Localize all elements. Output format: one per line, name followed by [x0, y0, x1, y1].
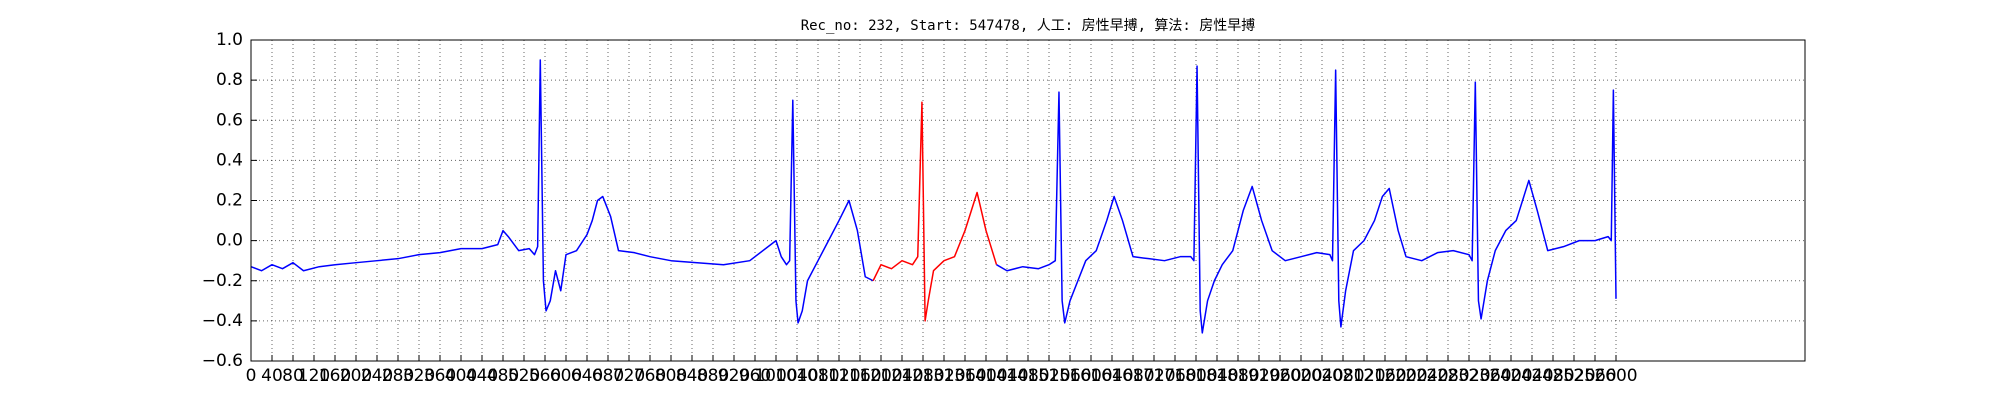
x-tick-label: 960	[739, 366, 771, 386]
x-tick-label: 2240	[1405, 366, 1448, 386]
x-tick-label: 1880	[1216, 366, 1259, 386]
x-tick-label: 1000	[754, 366, 797, 386]
x-tick-label: 600	[550, 366, 582, 386]
x-tick-label: 2080	[1321, 366, 1364, 386]
x-tick-label: 1600	[1069, 366, 1112, 386]
x-tick-label: 280	[382, 366, 414, 386]
x-tick-label: 160	[319, 366, 351, 386]
x-tick-label: 920	[718, 366, 750, 386]
x-tick-label: 2160	[1363, 366, 1406, 386]
x-tick-label: 1480	[1006, 366, 1049, 386]
x-tick-label: 1440	[985, 366, 1028, 386]
x-tick-label: 880	[697, 366, 729, 386]
x-tick-label: 1240	[880, 366, 923, 386]
x-tick-label: 1080	[796, 366, 839, 386]
x-tick-label: 520	[508, 366, 540, 386]
y-tick-label: 1.0	[216, 30, 243, 50]
x-tick-label: 2480	[1531, 366, 1574, 386]
x-tick-label: 200	[340, 366, 372, 386]
x-tick-label: 1320	[922, 366, 965, 386]
x-tick-label: 1680	[1111, 366, 1154, 386]
ecg-line	[996, 65, 1617, 334]
x-tick-label: 320	[403, 366, 435, 386]
x-tick-label: 1160	[838, 366, 881, 386]
ecg-line	[250, 59, 874, 324]
x-tick-label: 120	[298, 366, 330, 386]
y-tick-label: −0.2	[202, 271, 243, 291]
x-tick-label: 2400	[1489, 366, 1532, 386]
y-tick-label: 0.0	[216, 231, 243, 251]
x-tick-label: 1360	[943, 366, 986, 386]
y-tick-label: −0.6	[202, 351, 243, 371]
x-tick-label: 1520	[1027, 366, 1070, 386]
x-tick-label: 2320	[1447, 366, 1490, 386]
x-tick-label: 1720	[1132, 366, 1175, 386]
x-tick-label: 800	[655, 366, 687, 386]
x-tick-label: 1280	[901, 366, 944, 386]
y-tick-label: 0.8	[216, 70, 243, 90]
x-tick-label: 1920	[1237, 366, 1280, 386]
y-tick-label: 0.2	[216, 191, 243, 211]
x-tick-label: 0	[246, 366, 257, 386]
x-tick-label: 80	[282, 366, 304, 386]
x-tick-label: 720	[613, 366, 645, 386]
plot-frame	[250, 39, 1806, 362]
x-tick-label: 2280	[1426, 366, 1469, 386]
x-tick-label: 680	[592, 366, 624, 386]
x-tick-label: 360	[424, 366, 456, 386]
x-tick-label: 2120	[1342, 366, 1385, 386]
y-tick-label: −0.4	[202, 311, 243, 331]
x-tick-label: 1200	[859, 366, 902, 386]
x-tick-label: 840	[676, 366, 708, 386]
x-tick-label: 1560	[1048, 366, 1091, 386]
x-tick-label: 2360	[1468, 366, 1511, 386]
y-tick-label: 0.4	[216, 150, 243, 170]
x-tick-label: 2200	[1384, 366, 1427, 386]
x-tick-label: 480	[487, 366, 519, 386]
x-tick-label: 440	[466, 366, 498, 386]
x-tick-label: 1120	[817, 366, 860, 386]
ecg-line	[872, 101, 998, 322]
x-tick-label: 40	[261, 366, 283, 386]
x-tick-label: 560	[529, 366, 561, 386]
chart-title: Rec_no: 232, Start: 547478, 人工: 房性早搏, 算法…	[801, 17, 1256, 34]
x-tick-label: 1640	[1090, 366, 1133, 386]
x-tick-label: 2440	[1510, 366, 1553, 386]
x-tick-label: 400	[445, 366, 477, 386]
x-tick-label: 1040	[775, 366, 818, 386]
x-tick-label: 2600	[1594, 366, 1637, 386]
y-tick-label: 0.6	[216, 110, 243, 130]
x-tick-label: 760	[634, 366, 666, 386]
x-tick-label: 2000	[1279, 366, 1322, 386]
x-tick-label: 240	[361, 366, 393, 386]
x-tick-label: 1400	[964, 366, 1007, 386]
x-tick-label: 2040	[1300, 366, 1343, 386]
x-tick-label: 1800	[1174, 366, 1217, 386]
x-tick-label: 1960	[1258, 366, 1301, 386]
x-tick-label: 1760	[1153, 366, 1196, 386]
x-tick-label: 640	[571, 366, 603, 386]
x-tick-label: 2560	[1573, 366, 1616, 386]
x-tick-label: 2520	[1552, 366, 1595, 386]
x-tick-label: 1840	[1195, 366, 1238, 386]
